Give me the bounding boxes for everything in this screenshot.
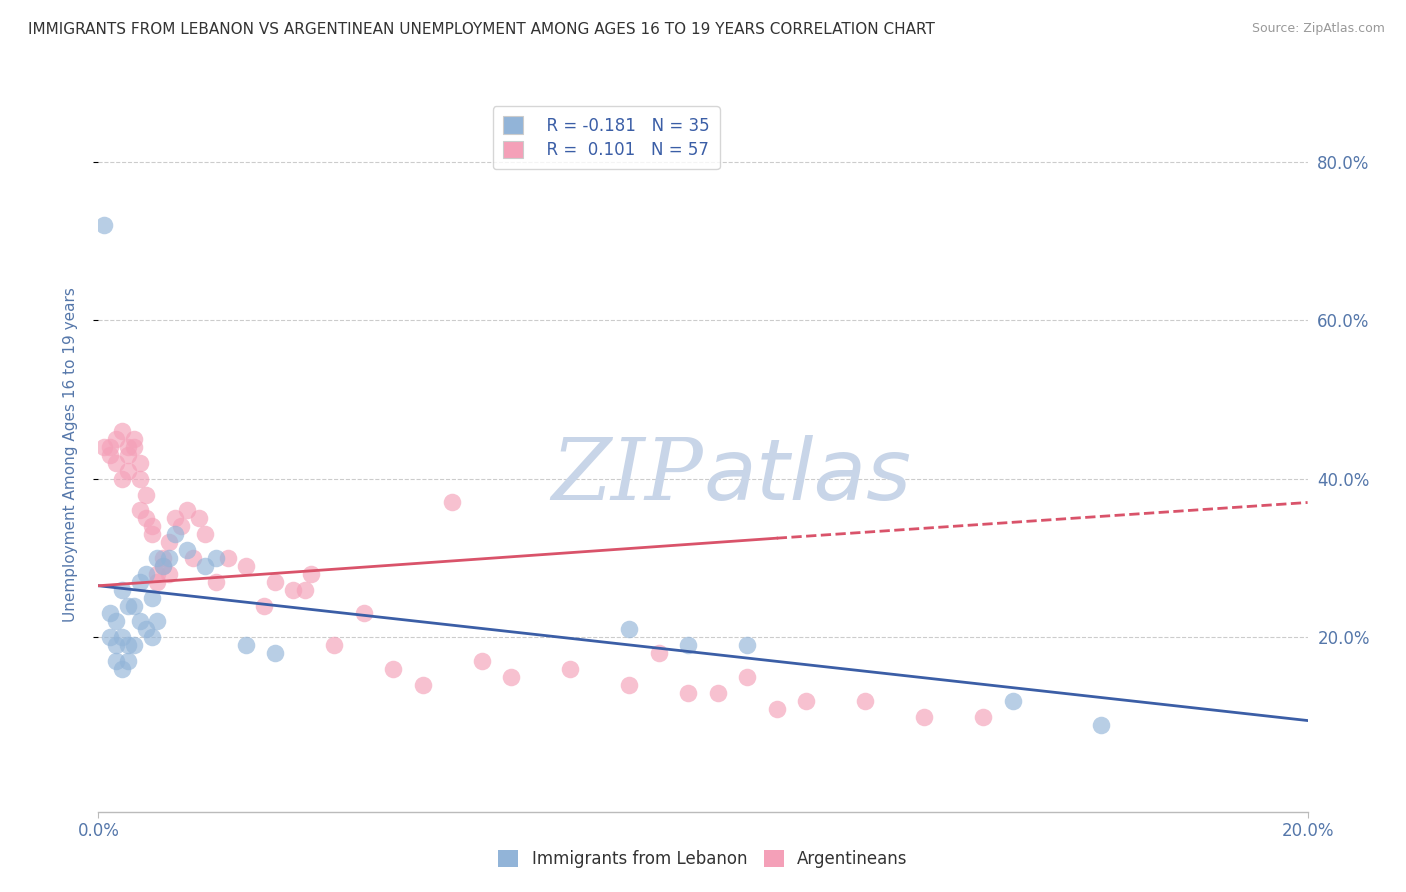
Point (165, 511, 187, 525)
Point (135, 623, 157, 637)
Text: Source: ZipAtlas.com: Source: ZipAtlas.com (1251, 22, 1385, 36)
Point (323, 638, 346, 652)
Point (98, 607, 121, 621)
Point (98, 448, 121, 462)
Point (152, 551, 174, 566)
Point (141, 527, 163, 541)
Point (678, 638, 700, 652)
Point (152, 558, 174, 573)
Point (117, 599, 139, 613)
Point (205, 551, 228, 566)
Point (146, 566, 169, 581)
Point (560, 662, 582, 676)
Point (735, 670, 758, 684)
Point (619, 623, 641, 637)
Point (122, 599, 145, 613)
Point (105, 615, 128, 629)
Point (135, 487, 157, 501)
Point (157, 535, 180, 549)
Point (281, 582, 304, 597)
Point (264, 646, 287, 660)
Point (141, 591, 163, 605)
Point (170, 519, 193, 533)
Point (176, 543, 198, 558)
Point (141, 519, 163, 533)
Point (264, 574, 287, 589)
Point (176, 503, 198, 517)
Point (187, 511, 209, 525)
Point (299, 566, 322, 581)
Point (165, 527, 187, 541)
Point (146, 574, 169, 589)
Point (111, 472, 134, 486)
Point (765, 701, 787, 715)
Point (105, 432, 128, 446)
Point (217, 551, 239, 566)
Point (93, 218, 115, 232)
Point (135, 511, 157, 525)
Point (117, 440, 139, 454)
Point (471, 654, 494, 668)
Point (706, 686, 728, 700)
Point (1001, 694, 1024, 708)
Point (412, 678, 434, 692)
Point (235, 638, 257, 652)
Point (157, 551, 180, 566)
Point (111, 630, 134, 644)
Point (105, 456, 128, 470)
Point (235, 558, 257, 573)
Point (122, 638, 145, 652)
Point (105, 638, 128, 652)
Point (117, 654, 139, 668)
Point (141, 630, 163, 644)
Point (181, 551, 204, 566)
Point (128, 472, 150, 486)
Point (912, 709, 935, 723)
Legend: Immigrants from Lebanon, Argentineans: Immigrants from Lebanon, Argentineans (492, 843, 914, 875)
Point (93, 440, 115, 454)
Point (619, 678, 641, 692)
Point (98, 630, 121, 644)
Point (111, 582, 134, 597)
Point (353, 607, 375, 621)
Point (294, 582, 316, 597)
Point (794, 694, 817, 708)
Point (117, 464, 139, 478)
Point (128, 615, 150, 629)
Point (1090, 717, 1112, 731)
Point (146, 615, 169, 629)
Point (648, 646, 671, 660)
Point (128, 503, 150, 517)
Point (128, 574, 150, 589)
Point (972, 709, 994, 723)
Point (205, 574, 228, 589)
Text: atlas: atlas (703, 434, 911, 518)
Point (194, 558, 217, 573)
Point (105, 654, 128, 668)
Text: IMMIGRANTS FROM LEBANON VS ARGENTINEAN UNEMPLOYMENT AMONG AGES 16 TO 19 YEARS CO: IMMIGRANTS FROM LEBANON VS ARGENTINEAN U… (28, 22, 935, 37)
Point (678, 686, 700, 700)
Point (194, 527, 217, 541)
Point (98, 440, 121, 454)
Point (853, 694, 876, 708)
Point (128, 456, 150, 470)
Point (111, 662, 134, 676)
Point (117, 638, 139, 652)
Point (441, 495, 464, 509)
Point (735, 638, 758, 652)
Point (122, 432, 145, 446)
Y-axis label: Unemployment Among Ages 16 to 19 years: Unemployment Among Ages 16 to 19 years (63, 287, 77, 623)
Point (382, 662, 405, 676)
Point (501, 670, 523, 684)
Point (111, 424, 134, 438)
Point (146, 551, 169, 566)
Text: ZIP: ZIP (551, 435, 703, 517)
Point (157, 566, 180, 581)
Point (152, 558, 174, 573)
Point (135, 566, 157, 581)
Point (252, 599, 274, 613)
Point (117, 448, 139, 462)
Point (122, 440, 145, 454)
